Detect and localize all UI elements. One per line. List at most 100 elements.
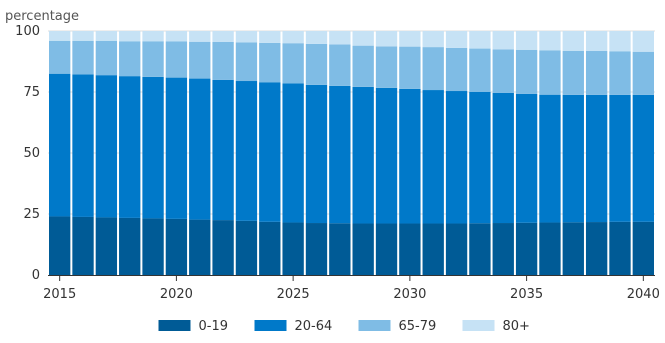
bar-segment-0-19-2027	[329, 223, 351, 275]
bar-segment-80+-2036	[539, 31, 561, 51]
bar-segment-65-79-2015	[49, 40, 71, 74]
bar-segment-65-79-2019	[142, 41, 164, 77]
bar-segment-20-64-2023	[235, 81, 258, 221]
bar-segment-0-19-2023	[235, 220, 258, 275]
legend-swatch-20-64	[254, 320, 287, 331]
bar-segment-20-64-2015	[49, 73, 71, 217]
bar-segment-20-64-2040	[632, 94, 654, 222]
bars	[49, 31, 654, 275]
bar-segment-65-79-2018	[119, 41, 141, 77]
x-tick-label: 2025	[277, 287, 310, 302]
bar-segment-20-64-2031	[422, 90, 444, 224]
legend: 0-19 20-64 65-79 80+	[158, 319, 530, 334]
bar-segment-20-64-2026	[305, 84, 328, 224]
bar-segment-80+-2032	[445, 31, 468, 48]
bar-segment-65-79-2040	[632, 51, 654, 95]
bar-segment-80+-2021	[189, 31, 211, 42]
y-axis-unit-label: percentage	[5, 9, 79, 24]
bar-segment-80+-2029	[375, 31, 398, 47]
bar-segment-20-64-2037	[562, 94, 584, 223]
x-tick-label: 2030	[393, 287, 426, 302]
bar-segment-20-64-2034	[492, 92, 514, 224]
bar-segment-80+-2023	[235, 31, 258, 43]
bar-segment-80+-2027	[329, 31, 351, 45]
bar-segment-20-64-2032	[445, 91, 468, 224]
bar-segment-80+-2022	[212, 31, 234, 42]
bar-segment-80+-2035	[515, 31, 538, 50]
x-tick-label: 2015	[43, 287, 76, 302]
bar-segment-65-79-2025	[282, 43, 304, 84]
bar-segment-0-19-2018	[119, 217, 141, 275]
bar-segment-20-64-2021	[189, 78, 211, 220]
bar-segment-20-64-2029	[375, 87, 398, 224]
y-tick-label: 0	[32, 268, 40, 283]
bar-segment-0-19-2024	[259, 221, 281, 275]
bar-segment-80+-2034	[492, 31, 514, 50]
legend-label-80+: 80+	[503, 319, 530, 334]
bar-segment-80+-2019	[142, 31, 164, 42]
bar-segment-20-64-2022	[212, 79, 234, 221]
bar-segment-0-19-2038	[585, 222, 608, 275]
y-tick-label: 25	[23, 207, 40, 222]
bar-segment-80+-2016	[72, 31, 94, 41]
bar-segment-0-19-2019	[142, 218, 164, 275]
bar-segment-20-64-2025	[282, 83, 304, 223]
legend-label-20-64: 20-64	[295, 319, 333, 334]
bar-segment-65-79-2016	[72, 40, 94, 75]
bar-segment-20-64-2019	[142, 76, 164, 219]
bar-segment-65-79-2030	[399, 46, 421, 89]
bar-segment-0-19-2017	[95, 217, 118, 275]
bar-segment-20-64-2033	[469, 92, 491, 224]
bar-segment-0-19-2032	[445, 223, 468, 275]
bar-segment-65-79-2037	[562, 50, 584, 95]
legend-swatch-0-19	[158, 320, 191, 331]
legend-swatch-65-79	[358, 320, 391, 331]
bar-segment-20-64-2027	[329, 85, 351, 224]
bar-segment-65-79-2028	[352, 45, 374, 87]
bar-segment-0-19-2039	[609, 221, 631, 275]
bar-segment-65-79-2031	[422, 47, 444, 91]
y-tick-label: 50	[23, 146, 40, 161]
x-tick-label: 2020	[160, 287, 193, 302]
bar-segment-80+-2030	[399, 31, 421, 47]
bar-segment-65-79-2023	[235, 42, 258, 82]
bar-segment-20-64-2039	[609, 94, 631, 222]
bar-segment-0-19-2025	[282, 222, 304, 275]
bar-segment-0-19-2026	[305, 223, 328, 275]
bar-segment-80+-2039	[609, 31, 631, 52]
bar-segment-0-19-2020	[165, 218, 188, 275]
legend-label-65-79: 65-79	[399, 319, 437, 334]
x-axis-ticks: 2015 2020 2025 2030 2035 2040	[43, 275, 660, 302]
legend-label-0-19: 0-19	[199, 319, 229, 334]
bar-segment-80+-2033	[469, 31, 491, 49]
bar-segment-0-19-2033	[469, 223, 491, 275]
bar-segment-20-64-2018	[119, 76, 141, 218]
bar-segment-0-19-2035	[515, 222, 538, 275]
y-tick-label: 100	[15, 24, 40, 39]
bar-segment-0-19-2036	[539, 222, 561, 275]
bar-segment-80+-2018	[119, 31, 141, 42]
bar-segment-20-64-2024	[259, 82, 281, 222]
bar-segment-80+-2026	[305, 31, 328, 44]
bar-segment-65-79-2021	[189, 41, 211, 79]
bar-segment-65-79-2038	[585, 51, 608, 95]
bar-segment-65-79-2029	[375, 46, 398, 88]
bar-segment-20-64-2016	[72, 74, 94, 217]
bar-segment-65-79-2039	[609, 51, 631, 95]
bar-segment-0-19-2040	[632, 221, 654, 275]
bar-segment-0-19-2021	[189, 219, 211, 275]
bar-segment-80+-2024	[259, 31, 281, 43]
bar-segment-80+-2015	[49, 31, 71, 41]
bar-segment-20-64-2038	[585, 94, 608, 223]
x-tick-label: 2035	[510, 287, 543, 302]
bar-segment-80+-2025	[282, 31, 304, 44]
bar-segment-65-79-2024	[259, 42, 281, 83]
bar-segment-65-79-2034	[492, 49, 514, 93]
bar-segment-0-19-2029	[375, 223, 398, 275]
bar-segment-80+-2017	[95, 31, 118, 41]
bar-segment-0-19-2022	[212, 220, 234, 275]
bar-segment-20-64-2030	[399, 88, 421, 224]
bar-segment-65-79-2035	[515, 49, 538, 94]
bar-segment-80+-2031	[422, 31, 444, 48]
